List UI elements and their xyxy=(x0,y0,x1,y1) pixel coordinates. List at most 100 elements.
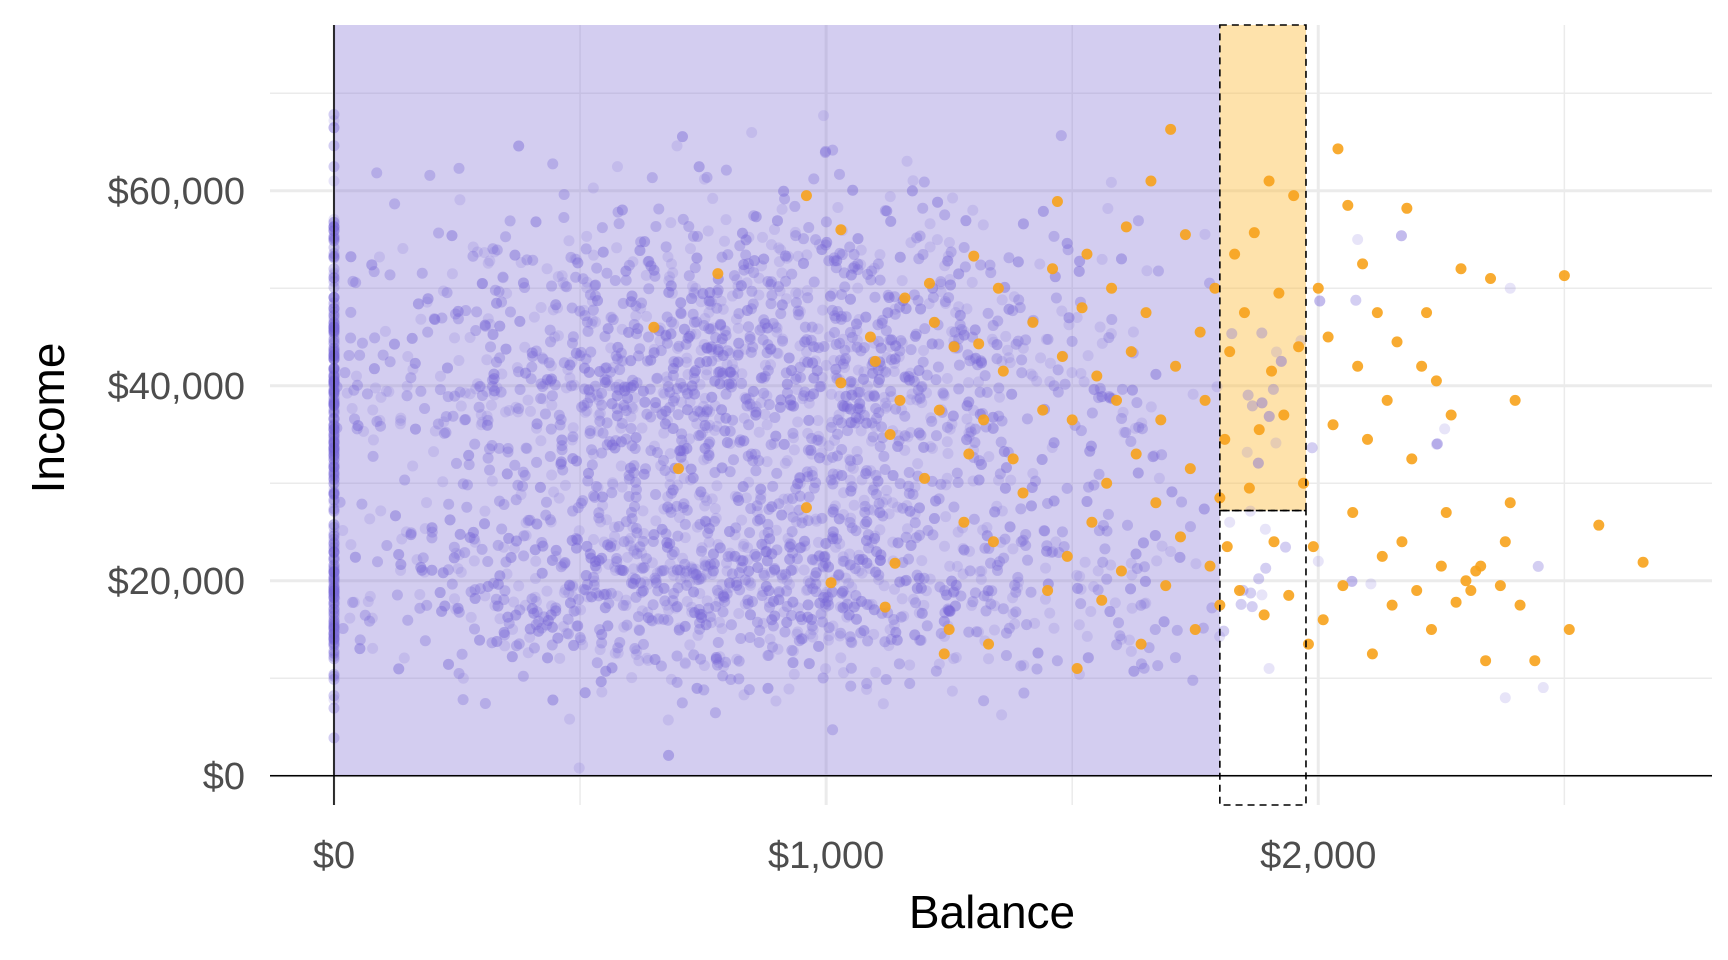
point-no-default xyxy=(771,215,783,227)
point-no-default xyxy=(757,334,769,346)
point-no-default xyxy=(444,514,456,526)
point-no-default xyxy=(611,556,623,568)
point-no-default xyxy=(481,354,493,366)
point-no-default xyxy=(758,387,770,399)
point-no-default xyxy=(535,302,547,314)
point-no-default xyxy=(476,278,488,290)
point-no-default xyxy=(402,351,414,362)
point-no-default xyxy=(968,404,980,416)
point-no-default xyxy=(1017,218,1029,230)
point-no-default xyxy=(545,360,557,372)
point-no-default xyxy=(446,230,458,242)
point-no-default xyxy=(826,416,838,428)
point-no-default xyxy=(514,384,526,396)
point-no-default xyxy=(498,626,510,638)
point-no-default xyxy=(1055,130,1067,142)
point-no-default xyxy=(837,602,849,614)
point-no-default xyxy=(635,302,647,314)
point-no-default xyxy=(1015,503,1027,515)
point-no-default xyxy=(354,349,366,361)
point-no-default xyxy=(536,622,548,634)
point-no-default xyxy=(763,649,775,661)
point-no-default xyxy=(808,372,820,384)
point-no-default xyxy=(684,243,696,255)
point-no-default xyxy=(916,397,928,409)
point-no-default xyxy=(1253,573,1265,585)
point-no-default xyxy=(818,110,830,122)
point-no-default xyxy=(613,379,625,391)
point-no-default xyxy=(963,626,975,638)
point-no-default xyxy=(1365,578,1377,590)
point-no-default xyxy=(778,493,790,505)
point-no-default xyxy=(918,572,930,584)
point-no-default xyxy=(609,521,621,533)
point-no-default xyxy=(606,537,618,549)
point-no-default xyxy=(813,550,825,562)
point-no-default xyxy=(600,665,612,677)
point-no-default xyxy=(1145,401,1157,413)
point-no-default xyxy=(743,684,755,696)
point-no-default xyxy=(706,391,718,403)
point-no-default xyxy=(909,481,921,493)
point-no-default xyxy=(1015,660,1027,672)
point-no-default xyxy=(688,373,700,385)
point-no-default xyxy=(364,615,376,627)
point-no-default xyxy=(714,366,726,378)
point-no-default xyxy=(506,651,518,663)
point-no-default xyxy=(794,490,806,502)
point-no-default xyxy=(816,244,828,256)
point-no-default xyxy=(1007,543,1019,555)
point-no-default xyxy=(634,245,646,257)
point-no-default xyxy=(991,500,1003,512)
point-no-default xyxy=(546,639,558,651)
point-no-default xyxy=(743,575,755,587)
point-no-default xyxy=(575,604,587,616)
point-no-default xyxy=(558,587,570,599)
point-no-default xyxy=(1102,508,1114,520)
point-no-default xyxy=(611,242,623,254)
point-no-default xyxy=(892,501,904,513)
point-no-default xyxy=(793,309,805,321)
point-no-default xyxy=(833,569,845,581)
point-no-default xyxy=(659,464,671,476)
point-no-default xyxy=(954,309,966,321)
point-no-default xyxy=(831,255,843,267)
point-no-default xyxy=(887,470,899,482)
point-no-default xyxy=(464,331,476,343)
point-no-default xyxy=(704,406,716,418)
point-no-default xyxy=(855,345,867,357)
point-no-default xyxy=(571,620,583,632)
point-no-default xyxy=(1048,230,1060,242)
point-no-default xyxy=(476,389,488,401)
point-no-default xyxy=(591,563,603,575)
point-no-default xyxy=(813,640,825,652)
point-no-default xyxy=(948,653,960,665)
point-no-default xyxy=(661,311,673,323)
point-no-default xyxy=(875,342,887,354)
point-no-default xyxy=(453,668,465,680)
point-no-default xyxy=(586,444,598,456)
point-no-default xyxy=(655,408,667,420)
point-no-default xyxy=(1017,218,1029,230)
point-no-default xyxy=(880,325,892,337)
point-no-default xyxy=(731,653,743,665)
point-no-default xyxy=(381,540,393,552)
point-no-default xyxy=(863,390,875,402)
point-no-default xyxy=(693,430,705,442)
point-no-default xyxy=(593,555,605,567)
point-no-default xyxy=(964,565,976,577)
point-no-default xyxy=(984,259,996,271)
point-no-default xyxy=(701,342,713,354)
point-no-default xyxy=(951,467,963,479)
point-no-default xyxy=(620,265,632,277)
point-no-default xyxy=(637,562,649,574)
point-no-default xyxy=(960,215,972,227)
point-no-default xyxy=(877,365,889,377)
point-no-default xyxy=(538,611,550,623)
point-no-default xyxy=(736,377,748,389)
point-no-default xyxy=(774,401,786,413)
point-no-default xyxy=(530,555,542,567)
point-no-default xyxy=(738,259,750,271)
point-no-default xyxy=(739,598,751,610)
point-no-default xyxy=(717,670,729,682)
